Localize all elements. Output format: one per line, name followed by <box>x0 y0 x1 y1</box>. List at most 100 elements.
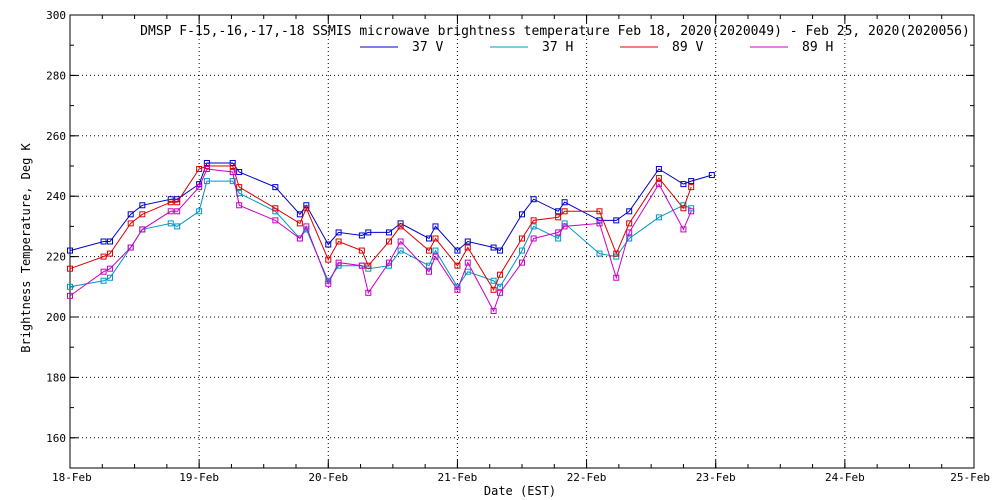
data-point <box>454 286 461 293</box>
x-tick-label: 22-Feb <box>567 471 607 484</box>
data-point <box>229 178 236 185</box>
data-point <box>385 238 392 245</box>
data-point <box>229 163 236 169</box>
data-point <box>67 292 73 299</box>
data-point <box>490 307 497 314</box>
data-point <box>196 184 203 191</box>
series-89-h <box>67 166 695 314</box>
data-point <box>432 253 439 260</box>
data-point <box>613 217 620 224</box>
x-tick-label: 23-Feb <box>696 471 736 484</box>
data-point <box>385 259 392 266</box>
data-point <box>139 211 146 218</box>
data-point <box>67 283 73 290</box>
data-point <box>100 277 107 284</box>
data-point <box>67 247 73 254</box>
data-point <box>626 229 633 236</box>
data-point <box>358 247 365 254</box>
series-line <box>69 180 692 288</box>
data-point <box>296 211 303 218</box>
data-point <box>236 184 243 191</box>
data-point <box>530 217 537 224</box>
data-point <box>519 247 525 254</box>
data-point <box>174 208 181 215</box>
y-tick-label: 220 <box>46 251 66 264</box>
data-point <box>432 223 439 230</box>
data-point <box>325 280 332 287</box>
series-89-v <box>67 163 695 293</box>
data-point <box>530 196 537 203</box>
data-point <box>397 238 404 245</box>
data-point <box>626 208 633 215</box>
x-tick-label: 18-Feb <box>52 471 92 484</box>
data-point <box>626 220 633 227</box>
data-point <box>203 159 210 166</box>
data-point <box>100 268 107 275</box>
data-point <box>100 238 107 245</box>
data-point <box>107 238 114 245</box>
y-tick-label: 300 <box>46 9 66 22</box>
data-point <box>655 214 662 221</box>
y-tick-label: 240 <box>46 190 66 203</box>
data-point <box>497 283 504 290</box>
data-point <box>555 229 562 236</box>
data-point <box>596 250 603 257</box>
data-point <box>432 235 439 242</box>
y-tick-label: 260 <box>46 130 66 143</box>
x-tick-label: 21-Feb <box>438 471 478 484</box>
data-point <box>680 205 687 212</box>
data-point <box>497 271 504 278</box>
data-point <box>174 199 181 206</box>
axis-ticks: 160 180 200 220 240 260 280 300 18-Feb 19-Feb 20-F… <box>46 9 990 484</box>
data-point <box>454 247 461 254</box>
data-point <box>365 229 372 236</box>
legend-label: 37 V <box>412 40 443 55</box>
data-point <box>365 289 372 296</box>
legend-label: 89 V <box>672 40 703 55</box>
data-point <box>596 220 603 227</box>
data-point <box>490 277 497 284</box>
data-point <box>426 268 433 275</box>
data-point <box>236 169 243 176</box>
data-point <box>167 220 174 227</box>
data-point <box>519 259 525 266</box>
data-point <box>365 262 372 269</box>
data-point <box>561 223 568 230</box>
x-tick-label: 19-Feb <box>179 471 219 484</box>
data-point <box>626 235 633 242</box>
data-point <box>127 211 134 218</box>
data-point <box>561 208 568 215</box>
y-tick-label: 200 <box>46 311 66 324</box>
data-point <box>530 235 537 242</box>
data-point <box>272 184 279 191</box>
legend: 37 V 37 H 89 V 89 H <box>360 40 833 55</box>
data-point <box>426 247 433 254</box>
data-point <box>688 205 695 212</box>
data-point <box>555 208 562 215</box>
data-point <box>464 259 471 266</box>
data-point <box>464 268 471 275</box>
data-point <box>127 244 134 251</box>
data-point <box>464 238 471 245</box>
data-point <box>296 220 303 227</box>
data-point <box>325 241 332 248</box>
data-point <box>708 172 715 179</box>
data-point <box>613 274 620 281</box>
legend-label: 89 H <box>802 40 833 55</box>
x-tick-label: 24-Feb <box>825 471 865 484</box>
x-axis-label: Date (EST) <box>484 484 556 498</box>
y-tick-label: 180 <box>46 371 66 384</box>
data-point <box>272 205 279 212</box>
data-point <box>397 223 404 230</box>
data-point <box>397 247 404 254</box>
data-point <box>655 181 662 188</box>
data-point <box>139 202 146 209</box>
data-point <box>203 166 210 173</box>
data-point <box>555 214 562 221</box>
series-lines <box>67 159 715 314</box>
data-point <box>107 250 114 257</box>
data-point <box>358 262 365 269</box>
data-point <box>454 262 461 269</box>
data-point <box>680 181 687 188</box>
